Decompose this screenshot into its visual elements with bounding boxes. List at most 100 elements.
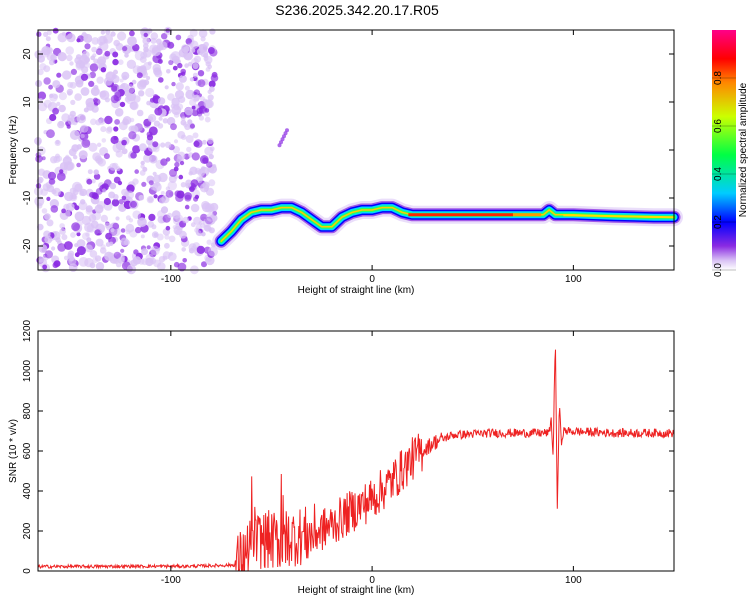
noise-blob (165, 157, 171, 162)
noise-blob (282, 134, 286, 139)
noise-blob (180, 182, 187, 188)
noise-blob (89, 250, 98, 258)
noise-blob (81, 66, 89, 74)
noise-blob (134, 123, 143, 132)
noise-blob (143, 49, 152, 58)
noise-blob (164, 141, 172, 148)
noise-blob (76, 246, 86, 256)
noise-blob (153, 259, 161, 268)
noise-blob (83, 33, 93, 43)
noise-blob (110, 228, 115, 233)
noise-blob (112, 194, 119, 200)
noise-blob (150, 245, 160, 256)
noise-blob (105, 232, 112, 240)
noise-blob (36, 146, 46, 156)
noise-blob (168, 235, 176, 243)
noise-blob (168, 59, 174, 66)
noise-blob (126, 264, 137, 275)
noise-blob (91, 105, 99, 113)
noise-blob (35, 80, 43, 87)
noise-blob (207, 246, 218, 257)
spectrogram-x-ticks: -100 0 100 (161, 30, 582, 285)
noise-blob (120, 228, 126, 233)
noise-blob (175, 34, 182, 41)
noise-blob (127, 36, 137, 46)
noise-blob (196, 107, 203, 115)
noise-blob (64, 241, 73, 250)
noise-blob (181, 47, 187, 52)
noise-blob (112, 143, 123, 153)
x-tick-label: 0 (369, 575, 375, 586)
noise-blob (190, 179, 199, 188)
noise-blob (171, 81, 176, 87)
noise-blob (185, 135, 194, 143)
noise-blob (197, 79, 206, 88)
noise-blob (184, 192, 192, 200)
colorbar-gradient (712, 30, 736, 270)
y-tick-label: 20 (22, 48, 33, 60)
noise-blob (73, 155, 78, 160)
noise-blob (190, 203, 200, 213)
noise-blob (112, 51, 119, 58)
noise-blob (83, 107, 89, 113)
noise-blob (129, 30, 135, 37)
noise-blob (111, 198, 120, 207)
noise-blob (207, 89, 212, 95)
noise-blob (118, 59, 124, 65)
noise-blob (38, 98, 43, 102)
noise-blob (63, 161, 74, 171)
noise-blob (79, 190, 85, 196)
noise-blob (199, 183, 209, 193)
noise-blob (211, 71, 218, 78)
noise-blob (147, 221, 155, 228)
y-tick-label: 0 (22, 147, 33, 153)
noise-blob (43, 31, 49, 37)
noise-blob (37, 91, 47, 100)
noise-blob (104, 115, 113, 125)
noise-blob (42, 264, 48, 270)
noise-blob (160, 142, 166, 148)
noise-blob (154, 107, 163, 116)
noise-blob (89, 262, 96, 269)
noise-blob (76, 113, 87, 124)
noise-blob (95, 238, 104, 247)
noise-blob (68, 148, 77, 157)
noise-blob (175, 82, 184, 91)
noise-blob (185, 38, 193, 45)
noise-blob (193, 94, 200, 102)
noise-blob (76, 144, 82, 150)
noise-blob (190, 222, 196, 228)
noise-blob (201, 261, 207, 268)
noise-blob (59, 169, 64, 174)
noise-blob (122, 116, 132, 125)
y-tick-label: 400 (22, 482, 33, 499)
spectrogram-noise-cloud (33, 26, 289, 275)
x-tick-label: 100 (565, 575, 582, 586)
noise-blob (34, 196, 45, 207)
noise-blob (117, 180, 123, 186)
noise-blob (94, 229, 101, 236)
noise-blob (150, 32, 159, 40)
y-tick-label: 600 (22, 442, 33, 459)
noise-blob (166, 117, 176, 126)
noise-blob (190, 48, 196, 53)
noise-blob (47, 171, 57, 180)
noise-blob (178, 95, 186, 104)
noise-blob (132, 178, 139, 185)
noise-blob (61, 234, 68, 241)
noise-blob (46, 129, 55, 139)
noise-blob (37, 223, 44, 231)
noise-blob (208, 179, 216, 187)
noise-blob (115, 216, 120, 221)
snr-y-ticks: 0 200 400 600 800 1000 1200 (22, 319, 674, 574)
noise-blob (63, 255, 69, 261)
noise-blob (204, 108, 210, 113)
noise-blob (118, 199, 124, 205)
noise-blob (146, 245, 151, 250)
snr-x-label: Height of straight line (km) (298, 585, 415, 596)
noise-blob (117, 31, 127, 41)
x-tick-label: -100 (161, 575, 181, 586)
noise-blob (132, 65, 142, 74)
ridge-core (220, 206, 675, 242)
